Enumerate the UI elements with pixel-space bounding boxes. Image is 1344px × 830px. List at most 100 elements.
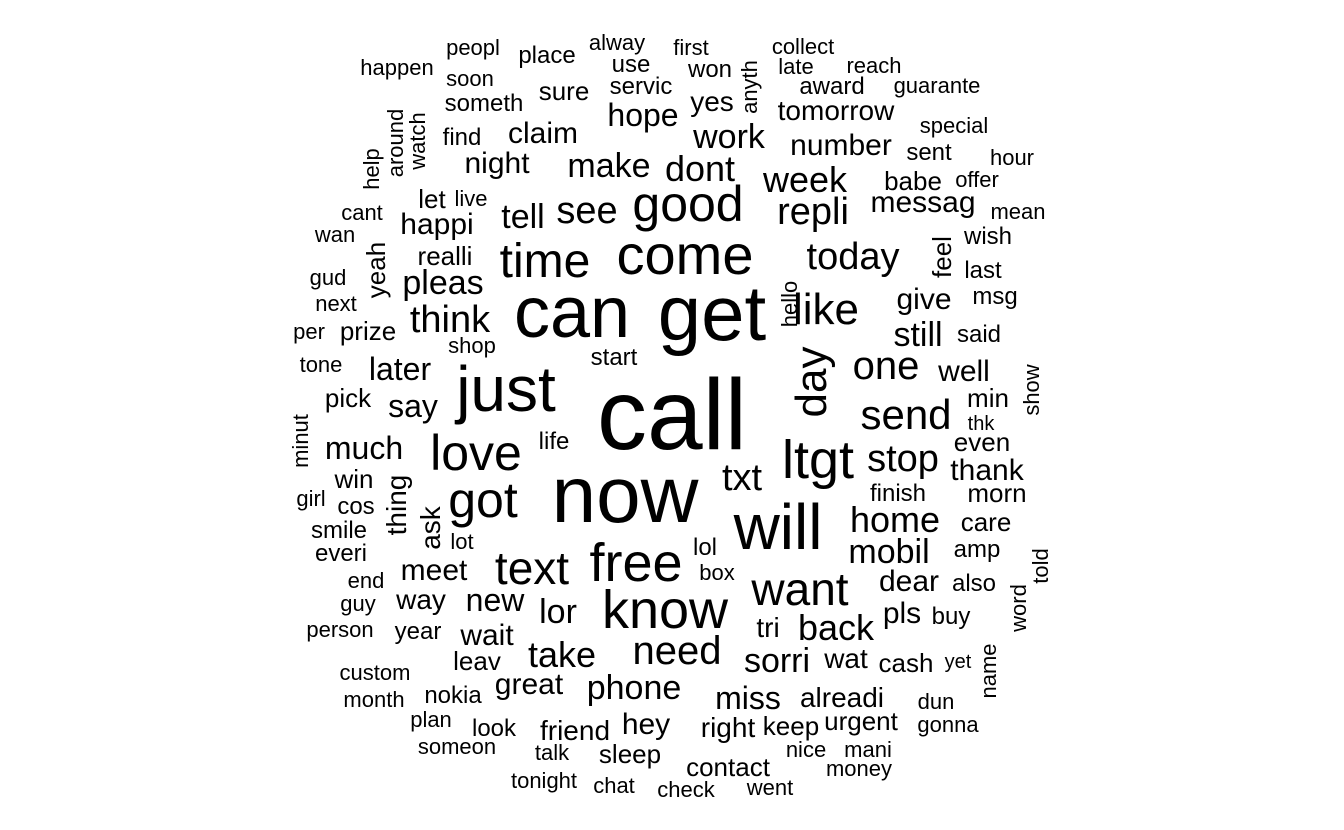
word-happen: happen xyxy=(360,55,434,80)
word-can: can xyxy=(513,273,631,353)
word-much: much xyxy=(324,430,404,466)
word-ask: ask xyxy=(415,506,446,550)
word-reach: reach xyxy=(846,53,902,78)
word-wat: wat xyxy=(824,643,868,674)
word-cant: cant xyxy=(341,200,383,225)
word-now: now xyxy=(551,450,699,539)
word-even: even xyxy=(953,427,1011,457)
word-special: special xyxy=(919,113,989,138)
word-call: call xyxy=(596,359,748,471)
word-just: just xyxy=(456,353,556,425)
word-meet: meet xyxy=(400,554,468,587)
word-show: show xyxy=(1019,364,1044,416)
word-dun: dun xyxy=(917,689,955,714)
word-wait: wait xyxy=(460,619,514,652)
word-collect: collect xyxy=(771,34,835,59)
word-servic: servic xyxy=(609,73,673,100)
word-prize: prize xyxy=(339,316,397,346)
word-month: month xyxy=(343,687,405,712)
word-text: text xyxy=(494,542,570,594)
word-way: way xyxy=(396,584,446,615)
word-yeah: yeah xyxy=(361,241,391,299)
word-claim: claim xyxy=(507,117,579,150)
word-free: free xyxy=(589,533,683,593)
word-sorri: sorri xyxy=(743,642,811,680)
word-min: min xyxy=(967,383,1009,413)
word-award: award xyxy=(799,73,865,100)
word-send: send xyxy=(860,391,952,438)
word-word: word xyxy=(1006,584,1031,632)
word-finish: finish xyxy=(869,480,927,507)
word-money: money xyxy=(825,756,893,781)
word-happi: happi xyxy=(400,208,474,241)
word-check: check xyxy=(657,777,715,802)
word-lor: lor xyxy=(539,593,577,631)
word-hey: hey xyxy=(621,708,671,741)
word-love: love xyxy=(430,425,522,481)
word-start: start xyxy=(590,344,638,371)
word-back: back xyxy=(797,607,875,648)
word-minut: minut xyxy=(288,414,313,468)
word-know: know xyxy=(601,580,729,640)
word-phone: phone xyxy=(586,669,682,707)
word-use: use xyxy=(611,51,651,78)
word-life: life xyxy=(538,428,570,455)
word-week: week xyxy=(762,159,848,200)
word-guy: guy xyxy=(340,591,376,616)
word-later: later xyxy=(368,351,432,387)
word-tomorrow: tomorrow xyxy=(777,95,895,126)
word-soon: soon xyxy=(446,66,494,91)
word-wish: wish xyxy=(963,223,1013,250)
word-nokia: nokia xyxy=(424,682,482,709)
word-number: number xyxy=(790,129,892,162)
word-leav: leav xyxy=(453,646,501,676)
word-good: good xyxy=(632,176,744,232)
word-lol: lol xyxy=(692,534,718,561)
word-ltgt: ltgt xyxy=(781,430,855,490)
word-help: help xyxy=(359,148,384,190)
word-see: see xyxy=(556,190,618,232)
word-amp: amp xyxy=(953,536,1001,563)
word-urgent: urgent xyxy=(824,706,898,736)
word-wan: wan xyxy=(314,222,356,247)
word-next: next xyxy=(315,291,357,316)
word-get: get xyxy=(657,269,767,357)
word-keep: keep xyxy=(762,711,820,741)
word-alway: alway xyxy=(588,30,646,55)
word-come: come xyxy=(616,223,754,286)
word-hello: hello xyxy=(777,280,802,328)
word-hour: hour xyxy=(989,145,1035,170)
word-tone: tone xyxy=(299,352,343,377)
word-feel: feel xyxy=(927,236,957,278)
word-great: great xyxy=(494,668,564,701)
word-win: win xyxy=(334,464,374,494)
word-tell: tell xyxy=(501,198,545,236)
word-nice: nice xyxy=(785,737,827,762)
word-thk: thk xyxy=(967,413,995,435)
word-say: say xyxy=(388,388,438,424)
word-let: let xyxy=(418,184,446,214)
word-smile: smile xyxy=(310,517,368,544)
word-plan: plan xyxy=(410,707,452,732)
word-lot: lot xyxy=(450,529,474,554)
word-home: home xyxy=(849,499,941,540)
word-friend: friend xyxy=(539,715,611,746)
word-guarante: guarante xyxy=(893,73,981,98)
word-miss: miss xyxy=(715,680,781,716)
word-dont: dont xyxy=(664,148,736,189)
word-alreadi: alreadi xyxy=(799,682,885,713)
word-someon: someon xyxy=(417,734,497,759)
word-txt: txt xyxy=(721,457,763,499)
word-thank: thank xyxy=(950,454,1024,487)
word-pls: pls xyxy=(882,597,922,630)
word-want: want xyxy=(751,563,849,615)
word-place: place xyxy=(518,42,576,69)
word-sleep: sleep xyxy=(598,739,662,769)
word-around: around xyxy=(383,108,408,178)
word-yes: yes xyxy=(690,86,734,117)
word-buy: buy xyxy=(931,603,971,630)
word-girl: girl xyxy=(296,486,326,511)
word-think: think xyxy=(409,299,491,341)
word-first: first xyxy=(673,35,709,60)
